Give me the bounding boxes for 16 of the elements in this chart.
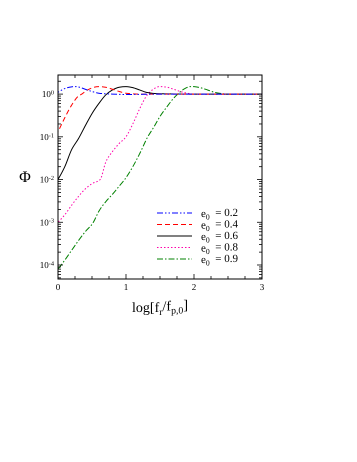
x-axis-title: log[f$_{r}$/f$_{p,0}$]	[132, 298, 188, 318]
legend-label: e$_{0}$ = 0.2	[201, 207, 238, 222]
legend-label: e$_{0}$ = 0.6	[201, 230, 238, 244]
legend-label: e$_{0}$ = 0.8	[201, 242, 238, 256]
legend-label: e$_{0}$ = 0.4	[201, 218, 238, 233]
y-tick-label: 10$^{-2}$	[40, 174, 54, 185]
x-tick-label: 0	[56, 282, 61, 292]
y-tick-label: 10$^{-1}$	[40, 132, 54, 142]
y-tick-label: 10$^{-3}$	[40, 217, 54, 228]
y-axis-title: Φ	[19, 169, 32, 186]
x-tick-label: 2	[192, 282, 196, 292]
x-tick-label: 3	[260, 282, 265, 292]
y-tick-label: 10$^{-4}$	[40, 260, 55, 270]
y-tick-label: 10$^{0}$	[42, 89, 54, 100]
x-tick-label: 1	[124, 282, 128, 292]
legend-label: e$_{0}$ = 0.9	[201, 253, 238, 268]
